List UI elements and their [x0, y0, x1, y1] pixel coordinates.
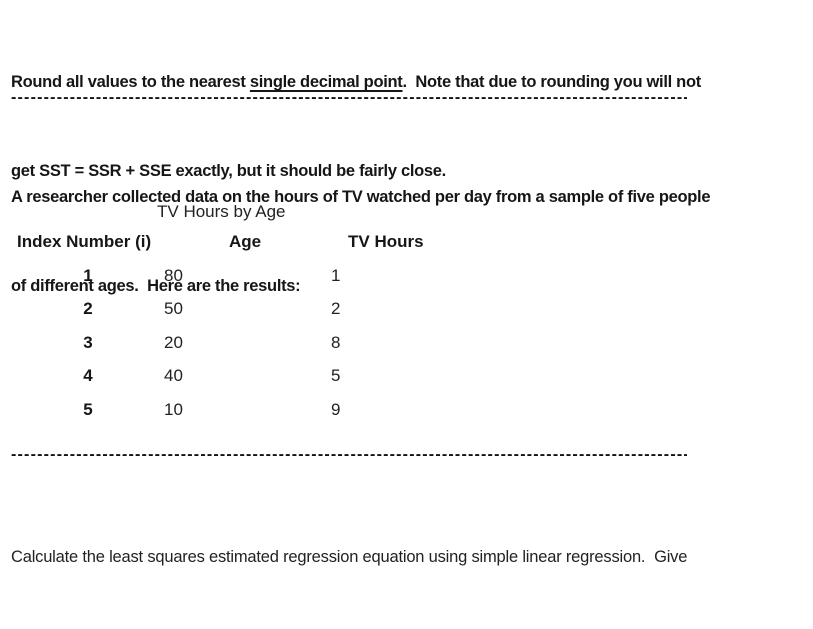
researcher-paragraph: A researcher collected data on the hours…: [11, 124, 711, 360]
researcher-line-1: A researcher collected data on the hours…: [11, 188, 711, 206]
age-cell: 50: [164, 299, 183, 318]
tv-hours-cell: 2: [331, 299, 341, 318]
table-title: TV Hours by Age: [157, 202, 286, 221]
intro-line-1: Round all values to the nearest single d…: [11, 68, 701, 98]
question-paragraph: Calculate the least squares estimated re…: [11, 482, 687, 629]
dashed-separator-2: ----------------------------------------…: [11, 446, 687, 463]
age-cell: 40: [164, 366, 183, 385]
index-cell: 5: [83, 400, 93, 419]
intro-line1-post: . Note that due to rounding you will not: [402, 73, 702, 91]
tv-hours-cell: 9: [331, 400, 341, 419]
age-cell: 10: [164, 400, 183, 419]
col-header-index: Index Number (i): [17, 232, 152, 251]
tv-hours-cell: 1: [331, 266, 341, 285]
question-line-1: Calculate the least squares estimated re…: [11, 548, 688, 566]
col-header-age: Age: [229, 232, 262, 251]
age-cell: 80: [164, 266, 183, 285]
index-cell: 4: [83, 366, 93, 385]
index-cell: 2: [83, 299, 93, 318]
dashed-separator-1: ----------------------------------------…: [11, 89, 687, 106]
intro-line-2: get SST = SSR + SSE exactly, but it shou…: [11, 161, 446, 180]
index-cell: 1: [83, 266, 93, 285]
underlined-phrase: single decimal point: [249, 73, 403, 91]
intro-line1-pre: Round all values to the nearest: [11, 73, 250, 91]
tv-hours-cell: 8: [331, 333, 341, 352]
col-header-tv-hours: TV Hours: [348, 232, 424, 251]
index-cell: 3: [83, 333, 93, 352]
intro-paragraph: Round all values to the nearest single d…: [11, 9, 701, 245]
researcher-line-2: of different ages. Here are the results:: [11, 276, 301, 295]
tv-hours-cell: 5: [331, 366, 341, 385]
age-cell: 20: [164, 333, 183, 352]
